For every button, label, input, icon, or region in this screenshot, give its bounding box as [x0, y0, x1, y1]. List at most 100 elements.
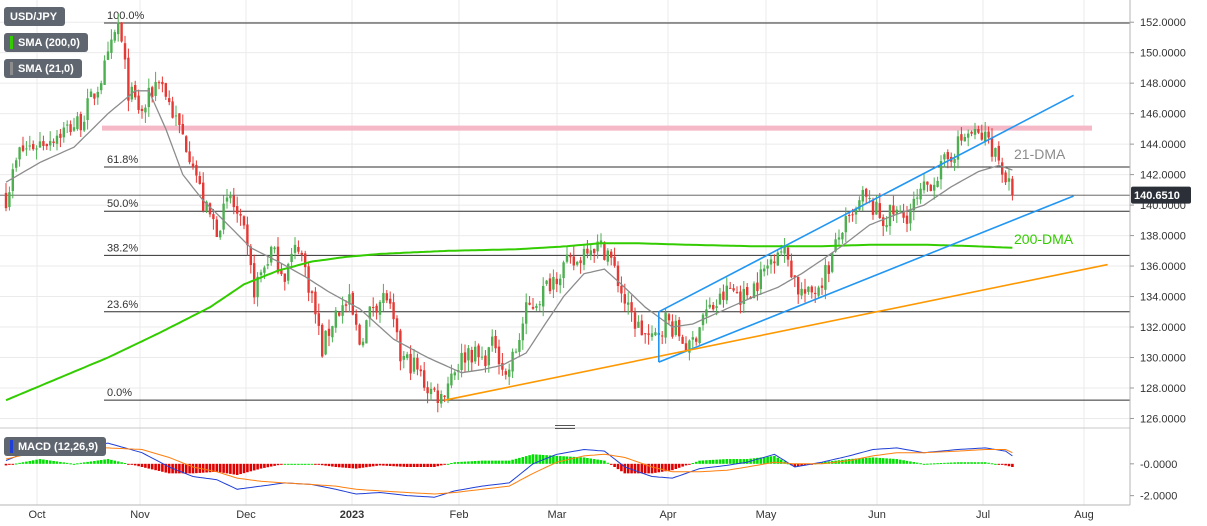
- candle: [973, 122, 977, 140]
- candle-body: [55, 135, 59, 144]
- candle-body: [824, 265, 827, 290]
- candle: [616, 261, 620, 293]
- histogram-bar: [412, 463, 416, 467]
- candle: [436, 383, 439, 413]
- candle: [596, 234, 599, 259]
- histogram-bar: [450, 463, 453, 465]
- histogram-bar: [426, 463, 429, 467]
- candle: [103, 55, 106, 85]
- histogram-bar: [684, 463, 688, 466]
- candle-body: [633, 312, 637, 329]
- histogram-bar: [640, 463, 644, 474]
- histogram-bar: [348, 463, 351, 469]
- candle-body: [208, 203, 212, 215]
- candle-body: [100, 83, 103, 91]
- candle: [18, 146, 21, 167]
- candle: [586, 239, 589, 259]
- candle-body: [542, 286, 545, 307]
- candle-body: [888, 204, 892, 227]
- candle-body: [314, 291, 317, 315]
- candle-body: [970, 131, 973, 134]
- candle: [783, 238, 786, 263]
- histogram-bar: [297, 463, 300, 465]
- candle: [572, 245, 575, 271]
- candle-body: [518, 339, 521, 352]
- candle-body: [916, 197, 919, 199]
- histogram-bar: [1011, 463, 1014, 467]
- candle: [899, 205, 902, 213]
- candle: [933, 177, 936, 200]
- candle: [38, 132, 42, 149]
- sma200-line: [5, 242, 1013, 402]
- candle: [164, 82, 167, 100]
- candle-body: [1001, 162, 1004, 175]
- candle: [297, 240, 300, 255]
- candle-body: [752, 283, 756, 299]
- candle: [191, 156, 195, 170]
- histogram-bar: [895, 459, 899, 464]
- candle-body: [287, 264, 290, 281]
- panel-resize-handle[interactable]: [555, 425, 575, 429]
- histogram-bar: [263, 463, 266, 468]
- candle-body: [15, 160, 18, 168]
- candle-body: [470, 349, 473, 363]
- candle-body: [990, 137, 994, 157]
- fib-level-label: 0.0%: [107, 387, 132, 399]
- candle: [242, 215, 246, 230]
- candle: [195, 160, 198, 183]
- macd-badge[interactable]: MACD (12,26,9): [4, 437, 107, 456]
- macd-tick-label: -0.0000: [1140, 459, 1177, 471]
- sma21-badge[interactable]: SMA (21,0): [4, 59, 82, 78]
- candle-body: [773, 261, 776, 264]
- histogram-bar: [378, 463, 382, 466]
- price-tick-label: 142.0000: [1140, 170, 1186, 182]
- candle-body: [327, 328, 331, 336]
- candle-body: [987, 131, 990, 138]
- candle-body: [936, 180, 939, 187]
- candle: [722, 284, 725, 308]
- candle-body: [157, 82, 161, 84]
- price-tick-label: 132.0000: [1140, 322, 1186, 334]
- histogram-bar: [555, 455, 559, 464]
- histogram-bar: [773, 455, 776, 464]
- candle: [514, 348, 518, 354]
- candle-body: [882, 217, 885, 226]
- sma200-badge[interactable]: SMA (200,0): [4, 33, 88, 52]
- candle: [198, 171, 201, 185]
- candle-body: [474, 346, 477, 362]
- candle: [232, 187, 235, 215]
- histogram-bar: [575, 457, 579, 464]
- candle-body: [487, 347, 490, 366]
- candle: [470, 346, 473, 372]
- histogram-bar: [344, 463, 348, 468]
- candle: [542, 277, 545, 317]
- candle-body: [715, 306, 718, 308]
- histogram-bar: [218, 463, 222, 473]
- histogram-bar: [137, 463, 140, 467]
- histogram-bar: [919, 463, 922, 465]
- candle: [691, 331, 694, 350]
- histogram-bar: [133, 463, 137, 466]
- candle-body: [440, 394, 443, 404]
- histogram-bar: [650, 463, 654, 474]
- candle-body: [127, 57, 130, 101]
- histogram-bar: [79, 462, 83, 464]
- candle-body: [338, 312, 341, 316]
- candle-body: [712, 304, 715, 310]
- candle: [106, 41, 110, 61]
- candle: [504, 368, 507, 380]
- candle-body: [21, 145, 25, 151]
- candle: [695, 336, 698, 346]
- symbol-badge[interactable]: USD/JPY: [4, 7, 66, 26]
- candle-body: [820, 285, 824, 288]
- candle-body: [222, 203, 225, 230]
- histogram-bar: [52, 460, 55, 464]
- histogram-bar: [470, 461, 474, 464]
- candle-body: [521, 323, 524, 341]
- histogram-bar: [446, 463, 450, 465]
- histogram-bar: [178, 463, 181, 474]
- histogram-bar: [188, 463, 191, 474]
- time-tick-label: May: [756, 509, 777, 521]
- candle-body: [355, 313, 358, 325]
- histogram-bar: [909, 461, 912, 464]
